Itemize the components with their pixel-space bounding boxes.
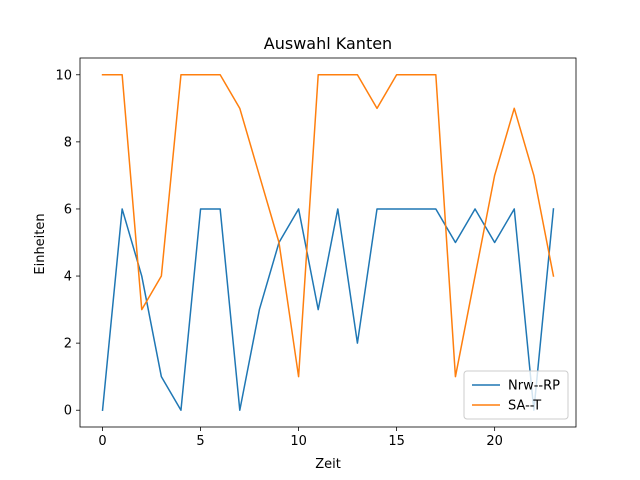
x-tick-label: 10 [290,434,307,449]
legend-box [463,370,569,420]
y-tick-label: 2 [64,337,72,352]
plot-area: 0 5 10 15 20 0 2 4 6 8 10 [55,57,577,449]
series-line-2 [101,74,555,378]
y-tick-label: 4 [64,270,72,285]
x-tick-label: 0 [98,434,106,449]
y-tick-label: 6 [64,202,72,217]
y-tick-label: 10 [55,68,72,83]
x-axis-label: Zeit [315,457,341,472]
legend: Nrw--RP SA--T [463,370,569,420]
x-tick-label: 5 [196,434,204,449]
legend-label-2: SA--T [508,399,541,414]
axes-frame [79,57,577,428]
x-tick-label: 20 [486,434,503,449]
legend-label-1: Nrw--RP [508,379,560,394]
x-tick-label: 15 [388,434,405,449]
y-tick-label: 8 [64,135,72,150]
series-line-1 [101,208,555,412]
y-axis-label: Einheiten [33,213,48,274]
y-tick-label: 0 [64,404,72,419]
chart-title: Auswahl Kanten [264,34,392,53]
